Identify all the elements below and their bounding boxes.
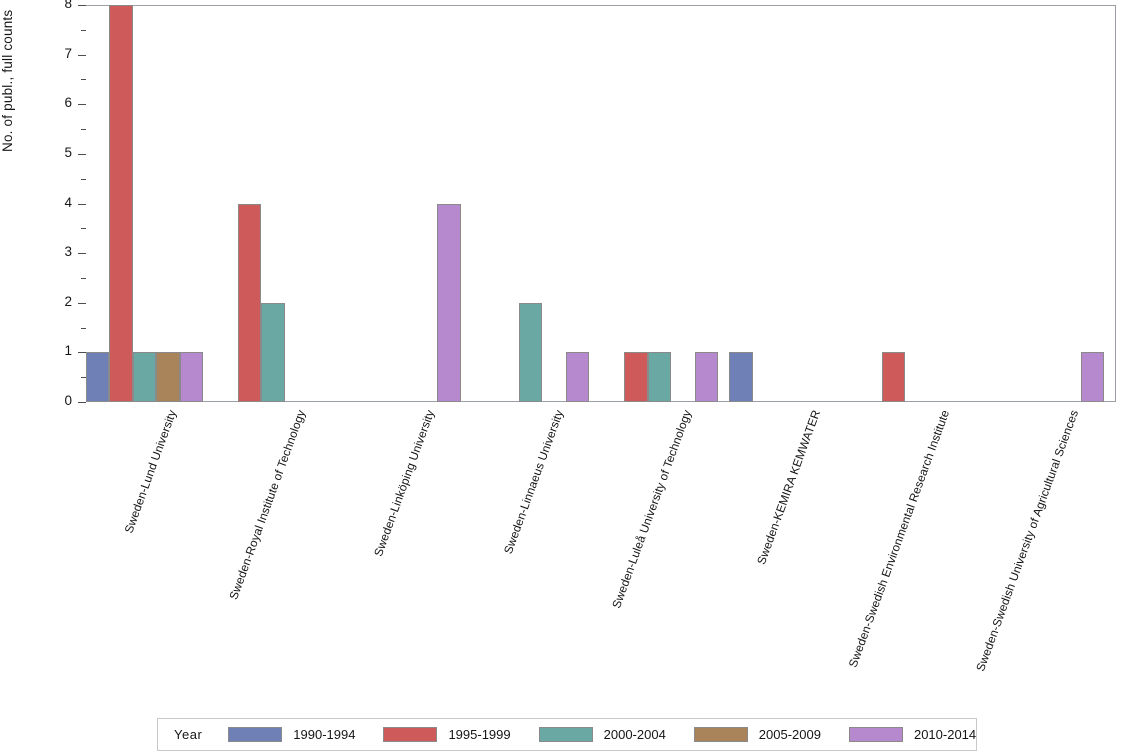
y-tick-label: 5	[64, 144, 72, 160]
tick-mark	[78, 402, 86, 403]
tick-mark	[78, 352, 86, 354]
bar[interactable]	[132, 352, 157, 402]
y-tick-label: 3	[64, 244, 72, 260]
bar[interactable]	[237, 203, 262, 402]
tick-mark	[81, 277, 86, 279]
x-tick-label-text: Sweden-Linnaeus University	[500, 408, 566, 556]
legend-item[interactable]: 2005-2009	[693, 727, 821, 742]
bar[interactable]	[437, 203, 461, 402]
legend-label: 1995-1999	[448, 727, 511, 742]
legend-swatch	[383, 727, 438, 742]
bar[interactable]	[694, 352, 719, 402]
tick-mark	[78, 253, 86, 255]
legend-swatch	[538, 727, 593, 742]
bar[interactable]	[261, 302, 285, 402]
legend-item[interactable]: 2010-2014	[848, 727, 977, 742]
legend-label: 2010-2014	[913, 727, 977, 742]
bar[interactable]	[85, 352, 110, 402]
legend-swatch	[848, 727, 903, 742]
legend-label: 2005-2009	[758, 727, 821, 742]
legend-item[interactable]: 1990-1994	[228, 727, 355, 742]
x-tick-label-text: Sweden-Lund University	[121, 408, 180, 536]
tick-mark	[78, 203, 86, 205]
x-tick-label-text: Sweden-KEMIRA KEMWATER	[754, 408, 824, 567]
legend-label: 2000-2004	[603, 727, 666, 742]
x-tick-label-text: Sweden-Swedish University of Agricultura…	[972, 408, 1081, 674]
y-axis-title: No. of publ., full counts	[0, 9, 15, 152]
y-tick-label: 1	[64, 343, 72, 359]
bar[interactable]	[156, 352, 180, 402]
tick-mark	[78, 153, 86, 155]
bar[interactable]	[881, 352, 906, 402]
bar[interactable]	[109, 5, 133, 402]
legend-swatch	[693, 727, 748, 742]
y-tick-label: 0	[64, 393, 72, 408]
bar[interactable]	[624, 352, 648, 402]
y-tick-label: 8	[64, 0, 72, 11]
tick-mark	[78, 104, 86, 106]
legend-swatch	[228, 727, 283, 742]
legend-item[interactable]: 1995-1999	[383, 727, 511, 742]
legend-label: 1990-1994	[293, 727, 356, 742]
legend-entries: 1990-1994 1995-1999 2000-2004 2005-2009 2010…	[228, 727, 1004, 742]
legend-item[interactable]: 2000-2004	[538, 727, 666, 742]
tick-mark	[81, 327, 86, 329]
y-tick-label: 7	[64, 45, 72, 61]
tick-mark	[81, 129, 86, 131]
tick-mark	[81, 377, 86, 379]
tick-mark	[81, 228, 86, 230]
bar[interactable]	[179, 352, 204, 402]
tick-mark	[78, 302, 86, 304]
x-tick-label-text: Sweden-Royal Institute of Technology	[226, 408, 309, 602]
tick-mark	[81, 29, 86, 31]
x-tick-label-text: Sweden-Swedish Environmental Research In…	[845, 408, 953, 670]
legend-title: Year	[174, 727, 203, 742]
bar[interactable]	[729, 352, 753, 402]
tick-mark	[81, 178, 86, 180]
y-tick-label: 6	[64, 95, 72, 111]
x-tick-label-text: Sweden-Luleå University of Technology	[609, 408, 695, 611]
bar[interactable]	[1080, 352, 1105, 402]
bar[interactable]	[518, 302, 543, 402]
tick-mark	[81, 79, 86, 81]
x-tick-label-text: Sweden-Linköping University	[370, 408, 438, 559]
bar[interactable]	[565, 352, 590, 402]
tick-mark	[78, 5, 86, 6]
y-tick-label: 2	[64, 293, 72, 309]
legend[interactable]: Year 1990-1994 1995-1999 2000-2004 2005-200…	[157, 718, 977, 751]
tick-mark	[78, 54, 86, 56]
y-tick-label: 4	[64, 194, 72, 210]
bar[interactable]	[647, 352, 672, 402]
